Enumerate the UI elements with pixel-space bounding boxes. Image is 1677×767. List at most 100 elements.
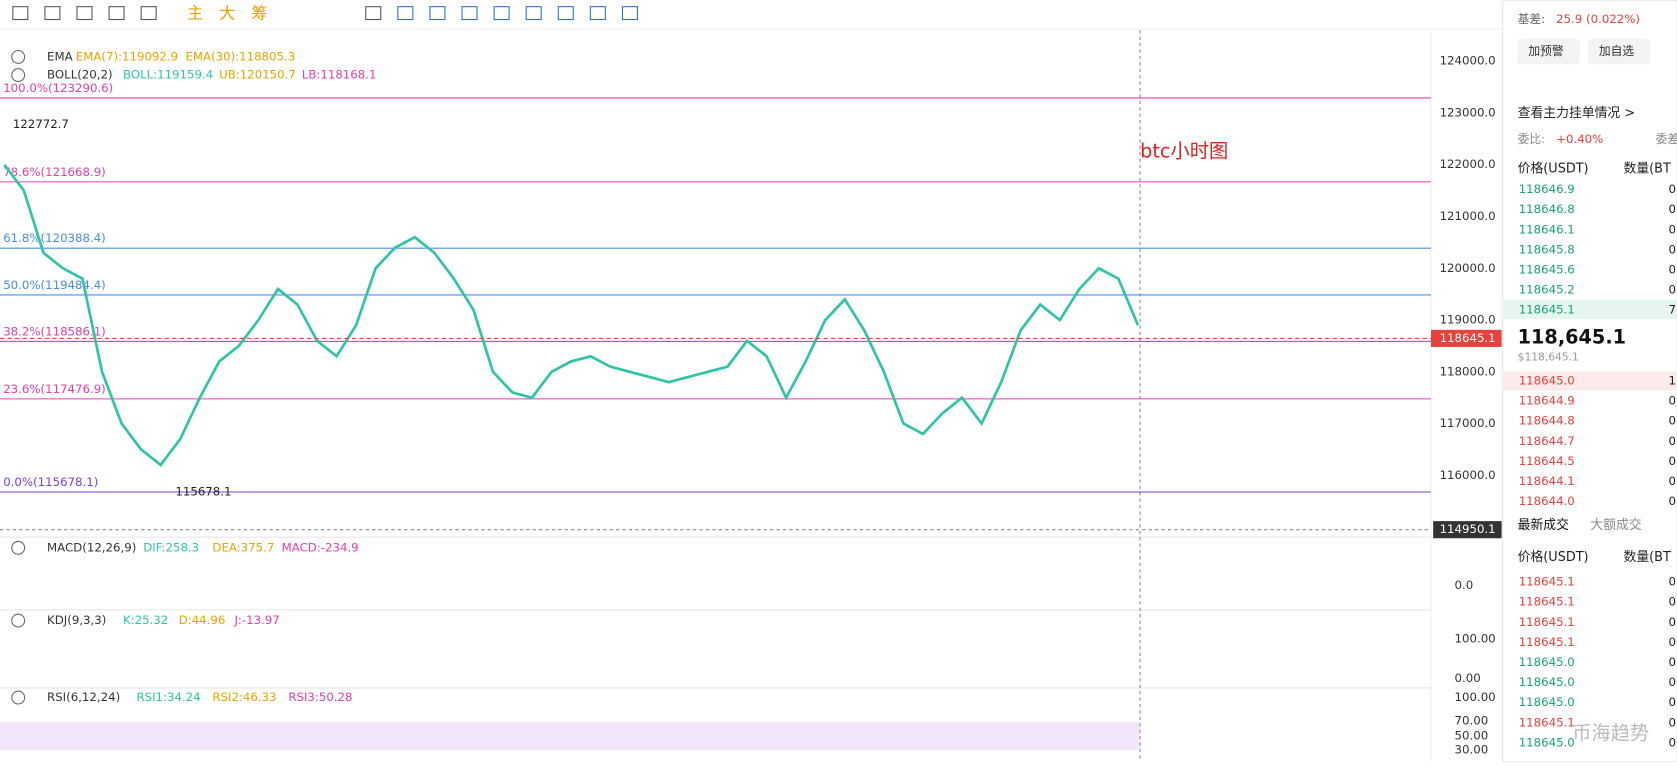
- high-label: 122772.7: [13, 117, 69, 131]
- price-tick-label: 123000.0: [1440, 105, 1496, 119]
- indicator-legend: LB:118168.1: [302, 68, 377, 82]
- price-tick-label: 117000.0: [1440, 416, 1496, 430]
- price-tick-label: 119000.0: [1440, 313, 1496, 327]
- tool-icon[interactable]: [108, 6, 125, 21]
- ask-highlight: [1503, 299, 1677, 319]
- tool-icon[interactable]: [557, 6, 574, 21]
- diff-label: 委差: [1656, 132, 1677, 146]
- book-price: 118644.5: [1519, 454, 1575, 468]
- crosshair-tag: [1433, 521, 1502, 539]
- book-qty: 0: [1668, 715, 1675, 729]
- collapse-toggle[interactable]: [11, 68, 26, 83]
- book-qty: 0: [1668, 494, 1675, 508]
- sub-axis-label: 30.00: [1455, 742, 1489, 756]
- book-qty: 0: [1668, 675, 1675, 689]
- book-qty: 0: [1668, 242, 1675, 256]
- book-price: 118645.8: [1519, 242, 1575, 256]
- indicator-legend: MACD(12,26,9): [47, 540, 136, 554]
- indicator-legend: UB:120150.7: [219, 68, 296, 82]
- collapse-toggle[interactable]: [11, 690, 26, 705]
- trade-tab[interactable]: 最新成交: [1518, 517, 1569, 533]
- tool-icon[interactable]: [365, 6, 382, 21]
- book-price: 118645.1: [1519, 303, 1575, 317]
- book-qty: 0: [1668, 202, 1675, 216]
- sub-axis-label: 100.00: [1455, 690, 1496, 704]
- toolbar-button[interactable]: 筹: [251, 4, 267, 23]
- book-price: 118645.0: [1519, 675, 1575, 689]
- panel-button[interactable]: [1588, 38, 1651, 65]
- book-price: 118645.1: [1519, 575, 1575, 589]
- qty-header: 数量(BT: [1624, 162, 1671, 177]
- tool-icon[interactable]: [525, 6, 542, 21]
- last-usd: $118,645.1: [1518, 350, 1579, 363]
- book-qty: 0: [1668, 615, 1675, 629]
- sub-axis-label: 50.00: [1455, 729, 1489, 743]
- fib-label: 50.0%(119484.4): [3, 278, 106, 292]
- indicator-legend: DIF:258.3: [143, 540, 199, 554]
- collapse-toggle[interactable]: [11, 613, 26, 628]
- last-price: 118,645.1: [1518, 326, 1626, 349]
- book-price: 118645.1: [1519, 635, 1575, 649]
- tool-icon[interactable]: [44, 6, 61, 21]
- price-header: 价格(USDT): [1518, 161, 1589, 177]
- price-tick-label: 120000.0: [1440, 261, 1496, 275]
- indicator-legend: BOLL:119159.4: [123, 68, 213, 82]
- collapse-toggle[interactable]: [11, 540, 26, 555]
- watermark: 币海趋势: [1572, 721, 1649, 744]
- indicator-legend: RSI1:34.24: [136, 690, 200, 704]
- current-price-tag: [1431, 329, 1502, 347]
- current-price-label: 118645.1: [1440, 331, 1496, 345]
- tool-icon[interactable]: [461, 6, 478, 21]
- indicator-legend: EMA(7):119092.9: [76, 49, 178, 63]
- indicator-legend: J:-13.97: [233, 613, 279, 627]
- toolbar-button[interactable]: 大: [219, 4, 235, 23]
- rsi-band: [0, 722, 1141, 750]
- book-price: 118645.1: [1519, 615, 1575, 629]
- fib-label: 100.0%(123290.6): [3, 81, 113, 95]
- book-qty: 0: [1668, 735, 1675, 749]
- sub-axis-label: 100.00: [1455, 631, 1496, 645]
- book-qty: 0: [1668, 595, 1675, 609]
- book-price: 118645.1: [1519, 715, 1575, 729]
- low-label: 115678.1: [175, 484, 231, 498]
- tool-icon[interactable]: [621, 6, 638, 21]
- indicator-legend: MACD:-234.9: [282, 540, 359, 554]
- price-tick-label: 122000.0: [1440, 157, 1496, 171]
- book-price: 118645.0: [1519, 655, 1575, 669]
- book-qty: 0: [1668, 222, 1675, 236]
- book-qty: 0: [1668, 695, 1675, 709]
- crosshair-label: 114950.1: [1440, 522, 1496, 536]
- book-qty: 0: [1668, 414, 1675, 428]
- tool-icon[interactable]: [429, 6, 446, 21]
- fib-label: 61.8%(120388.4): [3, 231, 106, 245]
- book-price: 118645.2: [1519, 283, 1575, 297]
- tool-icon[interactable]: [76, 6, 93, 21]
- qty-header: 数量(BT: [1624, 550, 1671, 565]
- ratio-value: +0.40%: [1556, 132, 1603, 146]
- price-tick-label: 118000.0: [1440, 364, 1496, 378]
- price-tick-label: 121000.0: [1440, 209, 1496, 223]
- book-price: 118644.8: [1519, 414, 1575, 428]
- panel-button[interactable]: [1517, 38, 1580, 65]
- book-qty: 0: [1668, 182, 1675, 196]
- tool-icon[interactable]: [140, 6, 157, 21]
- tool-icon[interactable]: [397, 6, 414, 21]
- indicator-legend: EMA: [47, 49, 73, 63]
- book-qty: 0: [1668, 283, 1675, 297]
- toolbar-button[interactable]: 主: [187, 4, 203, 23]
- trade-tab[interactable]: 大额成交: [1590, 517, 1641, 533]
- book-price: 118644.7: [1519, 434, 1575, 448]
- book-price: 118645.0: [1519, 735, 1575, 749]
- depth-link[interactable]: 查看主力挂单情况 >: [1518, 105, 1635, 121]
- book-qty: 0: [1668, 635, 1675, 649]
- collapse-toggle[interactable]: [11, 49, 26, 64]
- indicator-legend: RSI2:46.33: [212, 690, 276, 704]
- sub-axis-label: 0.00: [1455, 671, 1481, 685]
- panel-button-label[interactable]: 加自选: [1599, 44, 1635, 58]
- panel-button-label[interactable]: 加预警: [1528, 44, 1564, 58]
- tool-icon[interactable]: [12, 6, 29, 21]
- book-qty: 0: [1668, 262, 1675, 276]
- tool-icon[interactable]: [493, 6, 510, 21]
- tool-icon[interactable]: [589, 6, 606, 21]
